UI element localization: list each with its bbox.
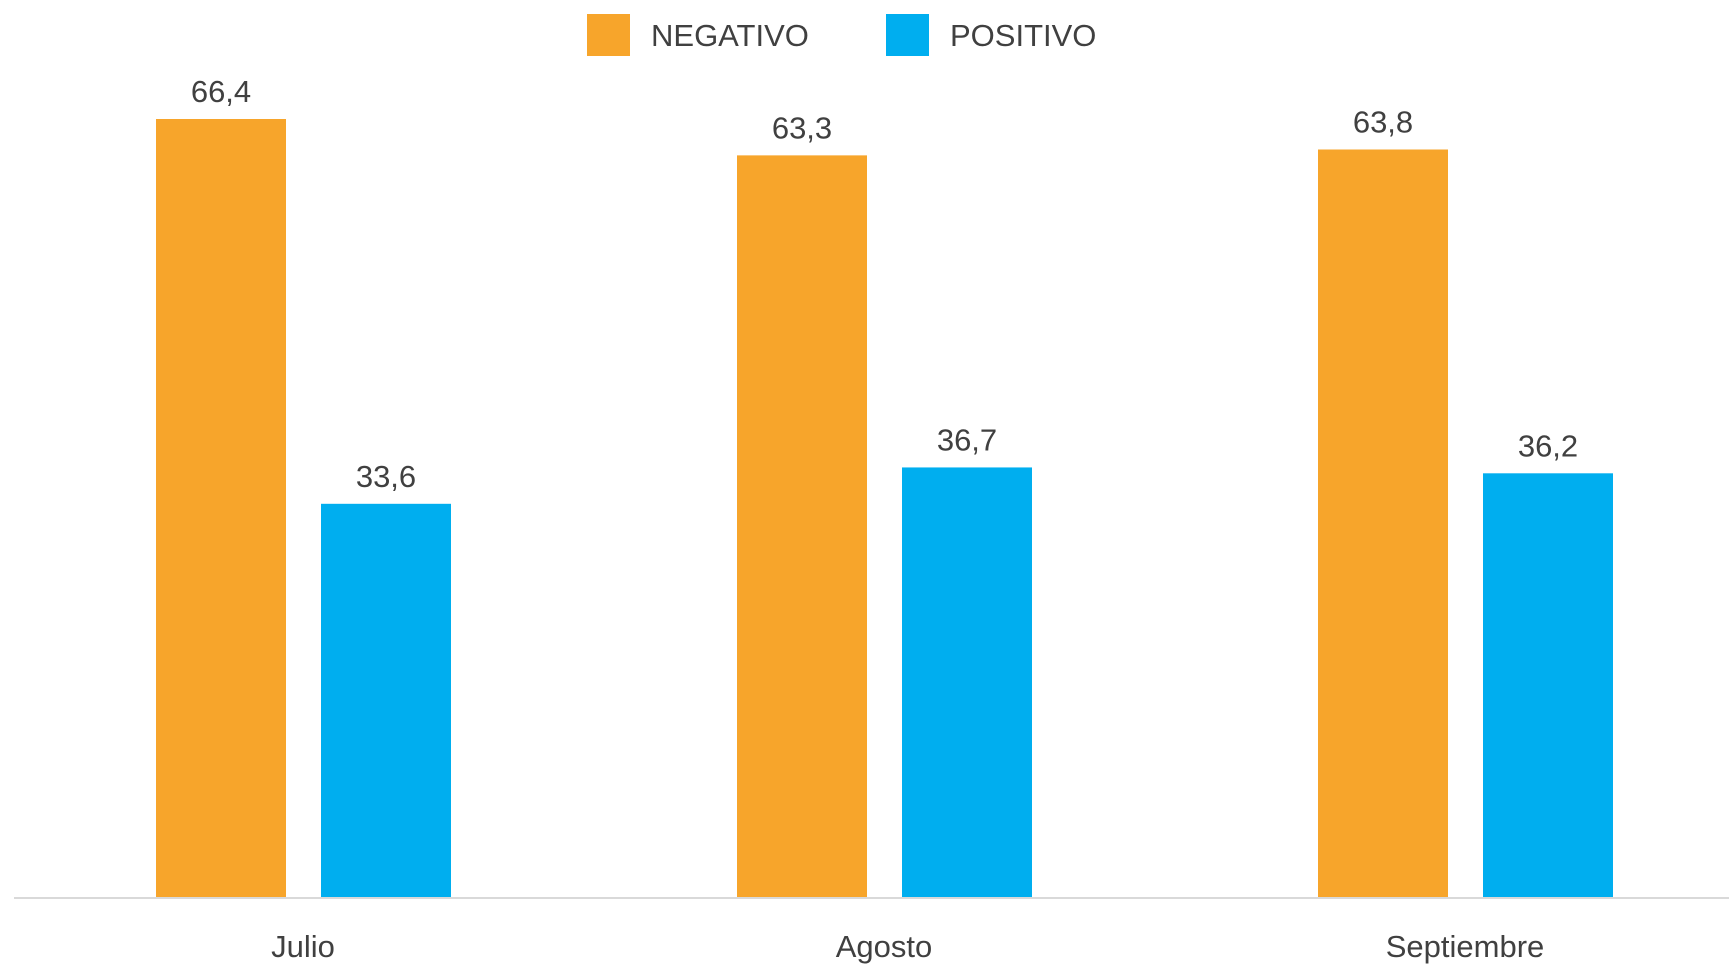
value-label: 36,2 bbox=[1518, 428, 1578, 463]
bar-positivo-julio bbox=[321, 503, 451, 898]
bar-negativo-julio bbox=[156, 119, 286, 898]
legend-label-positivo: POSITIVO bbox=[950, 18, 1096, 53]
legend-swatch-negativo bbox=[587, 14, 630, 56]
value-label: 66,4 bbox=[191, 74, 251, 109]
legend: NEGATIVO POSITIVO bbox=[587, 14, 1096, 56]
bar-negativo-septiembre bbox=[1318, 149, 1448, 899]
x-tick-label: Agosto bbox=[836, 929, 933, 964]
bar-positivo-agosto bbox=[902, 467, 1032, 898]
bar-negativo-agosto bbox=[737, 155, 867, 899]
x-tick-label: Septiembre bbox=[1386, 929, 1545, 964]
bar-positivo-septiembre bbox=[1483, 473, 1613, 898]
x-axis-tick-labels: Julio Agosto Septiembre bbox=[271, 929, 1544, 964]
value-label: 63,8 bbox=[1353, 105, 1413, 140]
legend-label-negativo: NEGATIVO bbox=[651, 18, 809, 53]
x-tick-label: Julio bbox=[271, 929, 335, 964]
value-label: 63,3 bbox=[772, 110, 832, 145]
value-label: 36,7 bbox=[937, 422, 997, 457]
legend-swatch-positivo bbox=[886, 14, 929, 56]
bars bbox=[156, 119, 1613, 899]
value-labels: 66,4 63,3 63,8 33,6 36,7 36,2 bbox=[191, 74, 1578, 494]
value-label: 33,6 bbox=[356, 459, 416, 494]
